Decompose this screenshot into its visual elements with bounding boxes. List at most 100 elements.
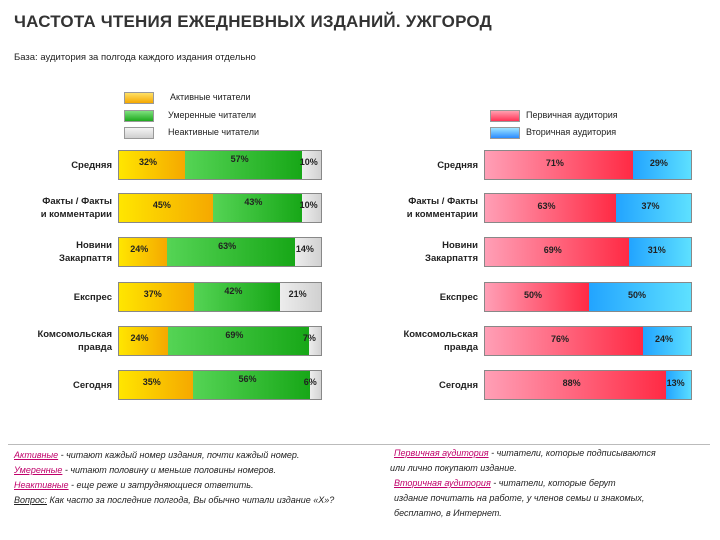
category-label-line: Комсомольская [403, 329, 478, 340]
bar-segment [308, 327, 321, 355]
category-label-line: Експрес [73, 291, 112, 303]
category-label: Комсомольская правда [20, 328, 112, 354]
bar-value-label: 31% [647, 245, 666, 255]
bar-row [484, 150, 692, 180]
bar-segment [485, 327, 644, 355]
bar-segment [119, 371, 193, 399]
category-label-line: Сегодня [439, 379, 478, 391]
bar-row [118, 370, 322, 400]
category-label-line: Факты / Факты [408, 196, 478, 207]
legend-swatch-inactive [124, 127, 154, 139]
note-active: Активные - читают каждый номер издания, … [14, 448, 334, 463]
bar-value-label: 88% [562, 378, 581, 388]
bar-segment [485, 238, 629, 266]
note-secondary-cont2: бесплатно, в Интернет. [394, 508, 502, 518]
bar-segment [485, 283, 589, 311]
category-label-line: Закарпаття [425, 253, 478, 264]
bar-segment [616, 194, 691, 222]
legend-swatch-active [124, 92, 154, 104]
bar-segment [294, 238, 321, 266]
category-label-line: Закарпаття [59, 253, 112, 264]
bar-value-label: 45% [152, 200, 171, 210]
category-label-line: и комментарии [40, 209, 112, 220]
legend-swatch-secondary [490, 127, 520, 139]
bar-value-label: 63% [218, 241, 237, 251]
bar-value-label: 43% [244, 197, 263, 207]
bar-row [484, 193, 692, 223]
note-moderate: Умеренные - читают половину и меньше пол… [14, 463, 334, 478]
bar-value-label: 14% [295, 244, 314, 254]
legend-label-active: Активные читатели [170, 92, 251, 102]
note-inactive-text: - еще реже и затрудняющиеся ответить. [68, 480, 254, 490]
bar-segment [485, 194, 617, 222]
base-note: База: аудитория за полгода каждого издан… [14, 52, 256, 63]
category-label-line: правда [444, 342, 478, 353]
category-label: Новини Закарпаття [20, 239, 112, 265]
legend-label-primary: Первичная аудитория [526, 110, 618, 120]
bar-segment [280, 283, 321, 311]
category-label-line: Сегодня [73, 379, 112, 391]
bar-value-label: 69% [225, 330, 244, 340]
bar-value-label: 42% [224, 286, 243, 296]
bar-value-label: 32% [138, 157, 157, 167]
note-primary-text: - читатели, которые подписываются [488, 448, 656, 458]
bar-value-label: 37% [641, 201, 660, 211]
bar-segment [310, 371, 321, 399]
legend-swatch-moderate [124, 110, 154, 122]
bar-row [484, 282, 692, 312]
bar-value-label: 63% [537, 201, 556, 211]
bar-row [484, 326, 692, 356]
bar-value-label: 10% [299, 200, 318, 210]
bar-value-label: 21% [288, 289, 307, 299]
category-label: Факты / Факты и комментарии [20, 195, 112, 221]
category-label-line: Факты / Факты [42, 196, 112, 207]
page-title: ЧАСТОТА ЧТЕНИЯ ЕЖЕДНЕВНЫХ ИЗДАНИЙ. УЖГОР… [14, 12, 492, 31]
bar-value-label: 50% [524, 290, 543, 300]
note-primary-cont: или лично покупают издание. [390, 463, 517, 473]
bar-segment [302, 194, 321, 222]
bar-segment [485, 371, 667, 399]
bar-row [118, 282, 322, 312]
category-label: Средняя [20, 159, 112, 172]
divider [8, 444, 710, 445]
category-label: Сегодня [20, 379, 112, 392]
bar-segment [119, 327, 168, 355]
category-label-line: правда [78, 342, 112, 353]
note-question: Вопрос: Как часто за последние полгода, … [14, 493, 334, 508]
bar-segment [212, 194, 303, 222]
question-text: Как часто за последние полгода, Вы обычн… [46, 495, 335, 505]
bar-row [118, 237, 322, 267]
term-primary: Первичная аудитория [394, 448, 489, 458]
bar-value-label: 57% [230, 154, 249, 164]
bar-segment [628, 238, 691, 266]
bar-segment [184, 151, 303, 179]
bar-segment [192, 371, 311, 399]
note-active-text: - читают каждый номер издания, почти каж… [58, 450, 300, 460]
note-right: Первичная аудитория - читатели, которые … [390, 446, 656, 521]
category-label-line: Средняя [71, 159, 112, 171]
bar-value-label: 56% [238, 374, 257, 384]
bar-value-label: 24% [130, 244, 149, 254]
bar-row [118, 326, 322, 356]
bar-value-label: 10% [299, 157, 318, 167]
category-label-line: Новини [442, 240, 478, 251]
bar-segment [167, 238, 295, 266]
category-label-line: Комсомольская [37, 329, 112, 340]
bar-value-label: 35% [142, 377, 161, 387]
bar-value-label: 13% [666, 378, 685, 388]
term-secondary: Вторичная аудитория [394, 478, 491, 488]
bar-segment [666, 371, 691, 399]
bar-value-label: 50% [628, 290, 647, 300]
category-label: Експрес [20, 291, 112, 304]
note-secondary-text: - читатели, которые берут [490, 478, 616, 488]
question-label: Вопрос: [14, 495, 47, 505]
legend-swatch-primary [490, 110, 520, 122]
note-inactive: Неактивные - еще реже и затрудняющиеся о… [14, 478, 334, 493]
term-inactive: Неактивные [14, 480, 69, 490]
legend-label-secondary: Вторичная аудитория [526, 127, 617, 137]
bar-row [118, 150, 322, 180]
category-label-line: Експрес [439, 291, 478, 303]
bar-segment [643, 327, 691, 355]
bar-segment [485, 151, 633, 179]
